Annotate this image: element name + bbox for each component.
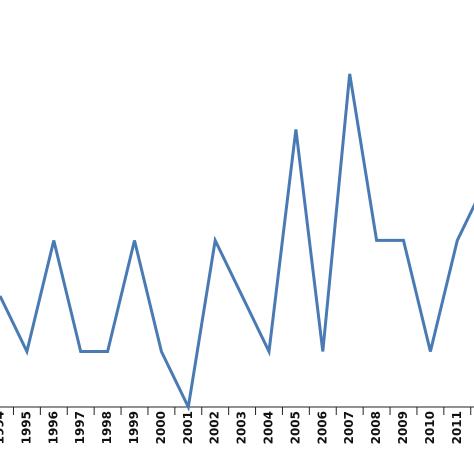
x-tick-label: 2001	[181, 411, 195, 444]
x-tick-label: 2002	[208, 411, 222, 444]
x-tick-label: 1998	[100, 411, 114, 444]
x-tick-label: 1995	[19, 411, 33, 444]
x-tick-label: 1996	[46, 411, 60, 444]
x-tick-label: 1994	[0, 411, 7, 444]
x-tick-label: 2009	[396, 411, 410, 444]
x-tick-label: 2005	[288, 411, 302, 444]
x-tick-label: 1999	[127, 411, 141, 444]
x-tick-label: 2007	[342, 411, 356, 444]
x-tick-label: 2004	[262, 411, 276, 444]
x-tick-label: 2010	[423, 411, 437, 444]
x-tick-label: 1997	[73, 411, 87, 444]
x-tick-label: 2008	[369, 411, 383, 444]
x-tick-label: 2000	[154, 411, 168, 444]
x-tick-label: 2006	[315, 411, 329, 444]
x-tick-label: 2003	[235, 411, 249, 444]
line-series	[0, 73, 474, 412]
x-tick-label: 2011	[450, 411, 464, 444]
